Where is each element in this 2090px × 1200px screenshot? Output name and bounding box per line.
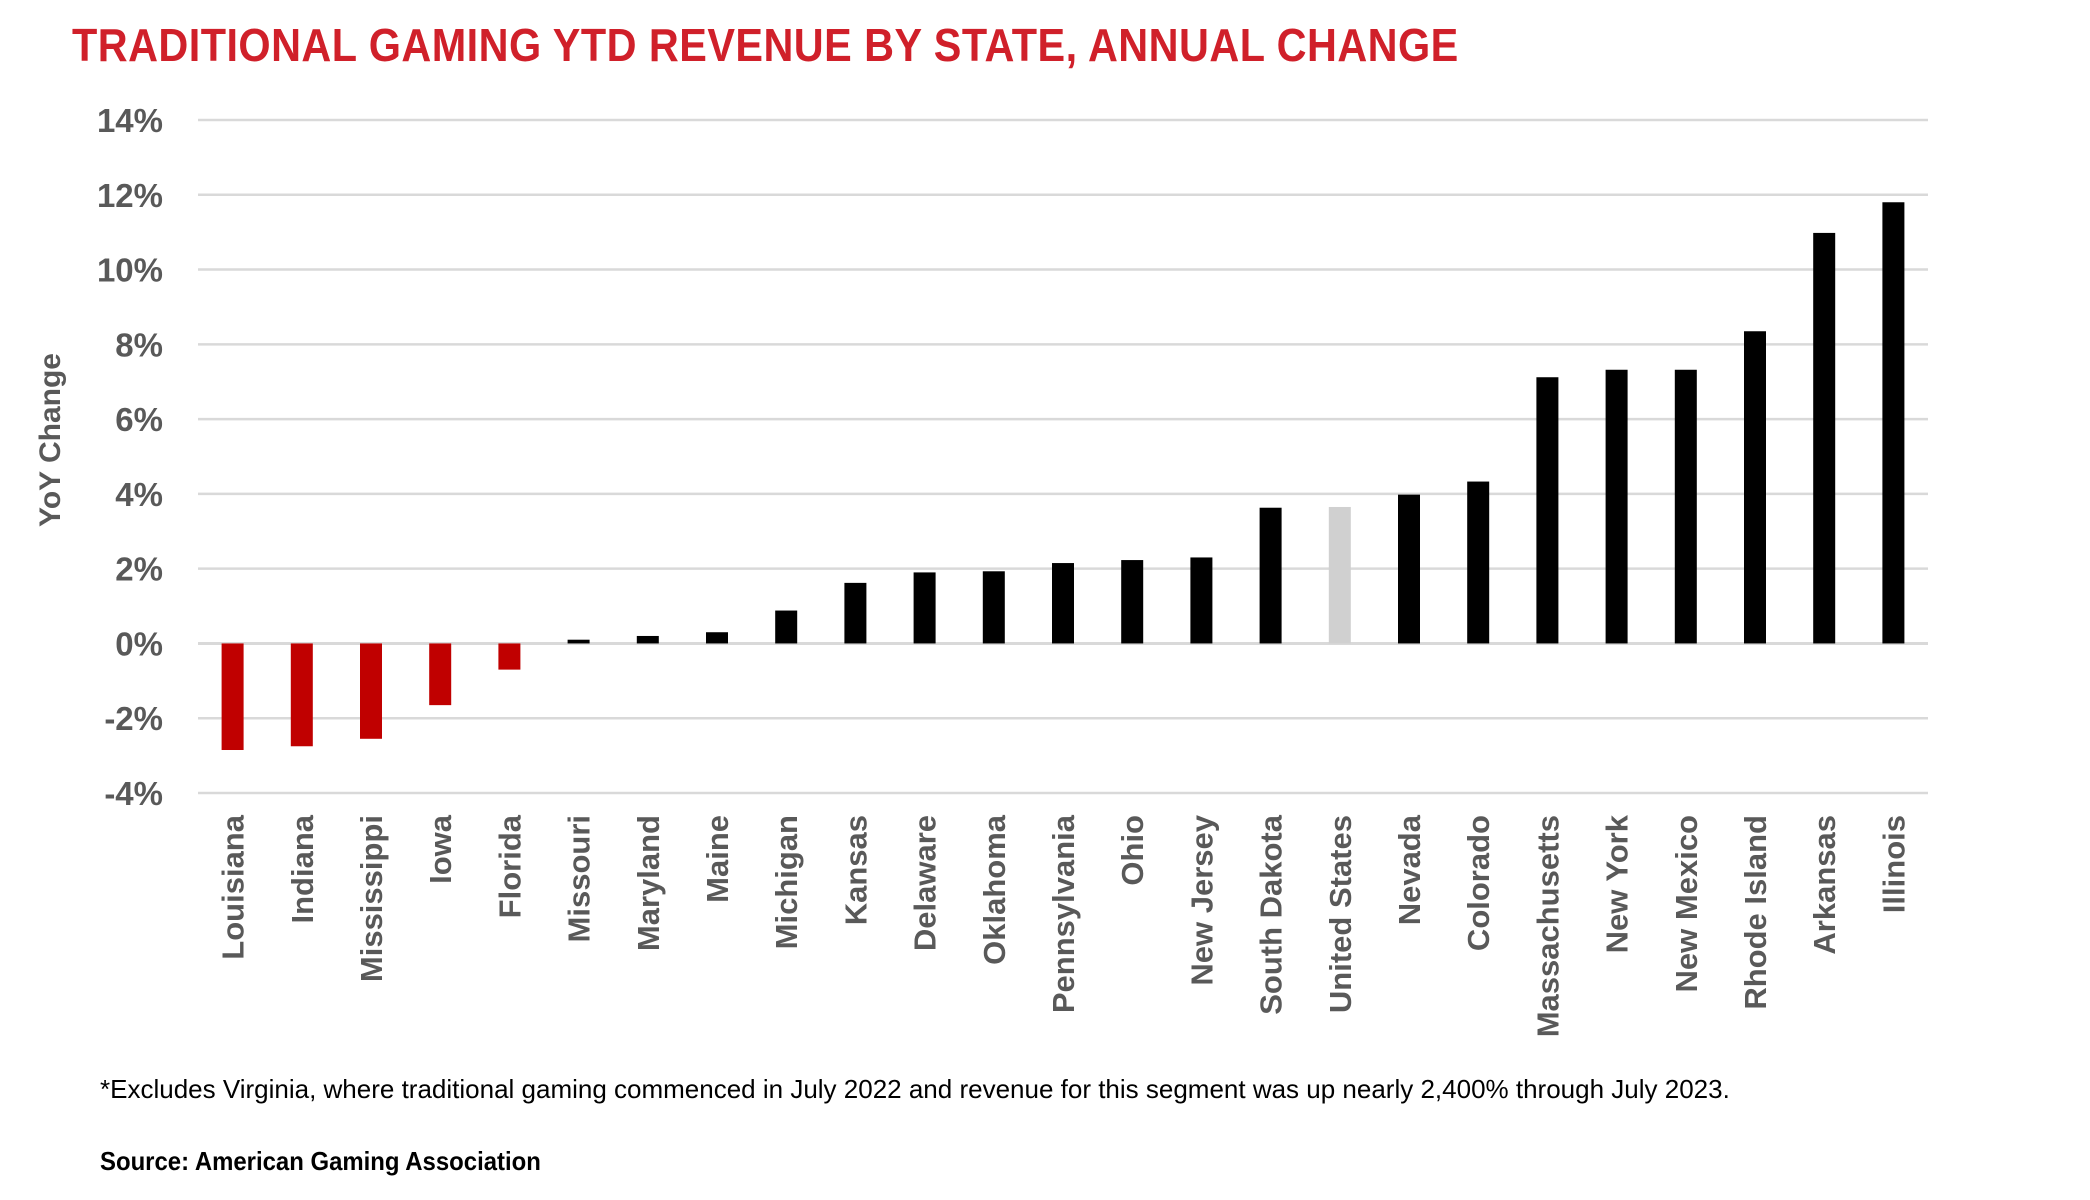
bar-ohio	[1121, 560, 1144, 644]
bar-nevada	[1398, 494, 1420, 644]
y-tick-label: -2%	[104, 700, 163, 737]
bar-missouri	[567, 639, 590, 644]
bar-kansas	[844, 582, 867, 644]
bar-florida	[498, 643, 521, 670]
x-category-label: Arkansas	[1807, 815, 1842, 955]
x-category-label: Rhode Island	[1738, 815, 1773, 1010]
x-category-label: Ohio	[1115, 815, 1150, 886]
y-tick-label: 2%	[115, 551, 163, 588]
x-category-label: Indiana	[285, 814, 320, 923]
x-category-label: Louisiana	[216, 814, 251, 959]
x-category-label: Michigan	[769, 815, 804, 949]
bar-oklahoma	[982, 571, 1005, 644]
bars	[221, 202, 1905, 751]
bar-united-states	[1328, 506, 1351, 644]
x-category-label: Maryland	[631, 815, 666, 951]
bar-arkansas	[1813, 232, 1836, 644]
y-tick-label: -4%	[104, 775, 163, 812]
bar-maine	[706, 632, 728, 644]
chart-title: TRADITIONAL GAMING YTD REVENUE BY STATE,…	[72, 19, 1459, 71]
x-category-label: New York	[1600, 814, 1635, 953]
footnote: *Excludes Virginia, where traditional ga…	[100, 1074, 1730, 1104]
x-category-label: Massachusetts	[1530, 815, 1565, 1037]
x-axis-categories: Louisiana Indiana Mississippi Iowa Florida Mi…	[216, 814, 1912, 1037]
x-category-label: Delaware	[908, 815, 943, 951]
x-category-label: Illinois	[1876, 815, 1911, 913]
bar-michigan	[775, 610, 798, 644]
bar-south-dakota	[1259, 507, 1282, 644]
x-category-label: Pennsylvania	[1046, 814, 1081, 1013]
y-tick-label: 14%	[97, 102, 163, 139]
bar-rhode-island	[1744, 331, 1766, 644]
bar-pennsylvania	[1052, 563, 1074, 644]
x-category-label: United States	[1323, 815, 1358, 1013]
x-category-label: Colorado	[1461, 815, 1496, 951]
y-tick-label: 4%	[115, 476, 163, 513]
gridlines	[198, 118, 1928, 795]
x-category-label: Missouri	[562, 815, 597, 942]
y-tick-label: 10%	[97, 252, 163, 289]
x-category-label: Florida	[492, 814, 527, 918]
bar-indiana	[290, 643, 313, 747]
bar-new-york	[1605, 369, 1628, 644]
y-tick-label: 6%	[115, 401, 163, 438]
x-category-label: Maine	[700, 815, 735, 903]
y-axis-label: YoY Change	[34, 353, 67, 527]
y-axis-ticks: 14% 12% 10% 8% 6% 4% 2% 0% -2% -4%	[97, 102, 163, 812]
bar-mississippi	[360, 643, 382, 739]
x-category-label: Iowa	[423, 814, 458, 884]
bar-maryland	[636, 635, 659, 644]
y-tick-label: 8%	[115, 326, 163, 363]
x-category-label: South Dakota	[1254, 814, 1289, 1015]
x-category-label: Nevada	[1392, 814, 1427, 925]
x-category-label: Oklahoma	[977, 814, 1012, 965]
bar-massachusetts	[1536, 377, 1559, 644]
bar-delaware	[913, 572, 936, 644]
y-tick-label: 12%	[97, 177, 163, 214]
x-category-label: Mississippi	[354, 815, 389, 982]
source-note: Source: American Gaming Association	[100, 1146, 541, 1176]
bar-louisiana	[221, 643, 244, 751]
x-category-label: New Jersey	[1184, 814, 1219, 985]
bar-colorado	[1467, 481, 1490, 644]
x-category-label: New Mexico	[1669, 815, 1704, 992]
bar-iowa	[429, 643, 452, 706]
bar-new-mexico	[1674, 369, 1697, 644]
x-category-label: Kansas	[838, 815, 873, 925]
bar-illinois	[1882, 202, 1905, 644]
y-tick-label: 0%	[115, 625, 163, 662]
bar-new-jersey	[1190, 557, 1213, 644]
